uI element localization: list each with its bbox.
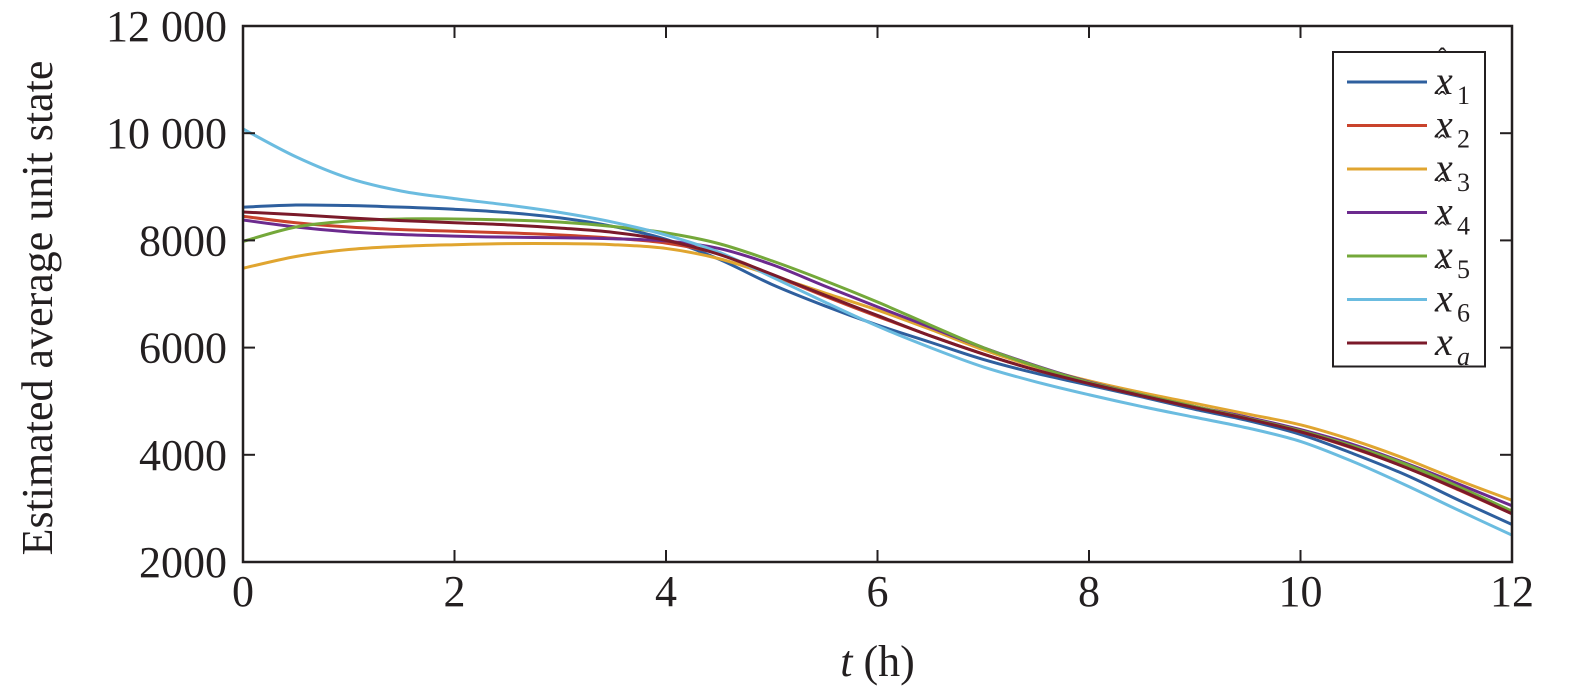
legend-hat: ˆ xyxy=(1438,87,1447,116)
series-layer xyxy=(243,127,1512,537)
y-tick-label: 2000 xyxy=(139,538,227,587)
legend-hat: ˆ xyxy=(1438,217,1447,246)
legend-subscript: 4 xyxy=(1457,212,1470,241)
legend-item-1: ˆx 1 xyxy=(1347,43,1470,110)
legend-hat: ˆ xyxy=(1438,130,1447,159)
series-line-3 xyxy=(243,241,1512,502)
x-tick-label: 12 xyxy=(1490,567,1534,616)
legend-item-4: ˆx 4 xyxy=(1347,174,1470,241)
series-line-1 xyxy=(243,203,1512,526)
legend-item-5: ˆx 5 xyxy=(1347,217,1470,284)
legend-subscript: 2 xyxy=(1457,125,1470,154)
legend-subscript: 5 xyxy=(1457,255,1470,284)
legend-hat: ˆ xyxy=(1438,174,1447,203)
legend-item-2: ˆx 2 xyxy=(1347,87,1470,154)
x-axis-variable: t xyxy=(840,637,854,686)
legend-subscript: 3 xyxy=(1457,168,1470,197)
legend-label: x xyxy=(1434,276,1453,321)
x-axis-unit: (h) xyxy=(852,637,914,686)
x-tick-label: 8 xyxy=(1078,567,1100,616)
y-tick-label: 12 000 xyxy=(106,2,227,51)
legend-label: x xyxy=(1434,102,1453,147)
series-line-4 xyxy=(243,218,1512,508)
x-tick-label: 10 xyxy=(1279,567,1323,616)
x-tick-label: 0 xyxy=(232,567,254,616)
series-line-2 xyxy=(243,214,1512,516)
legend-label: x xyxy=(1434,58,1453,103)
series-line-5 xyxy=(243,217,1512,513)
legend-item-3: ˆx 3 xyxy=(1347,130,1470,197)
legend-label: x xyxy=(1434,232,1453,277)
legend-item-6: ˆx 6 xyxy=(1347,261,1470,328)
legend-label: x xyxy=(1434,189,1453,234)
legend-subscript: 6 xyxy=(1457,299,1470,328)
legend-subscript: a xyxy=(1457,342,1470,371)
y-axis-label: Estimated average unit state xyxy=(13,61,62,556)
x-axis: 0 2 4 6 8 10 12 xyxy=(232,26,1534,616)
y-tick-label: 4000 xyxy=(139,431,227,480)
y-tick-label: 8000 xyxy=(139,216,227,265)
legend-hat: ˆ xyxy=(1438,261,1447,290)
plot-frame xyxy=(241,24,1514,564)
x-tick-label: 4 xyxy=(655,567,677,616)
legend-label: x xyxy=(1434,145,1453,190)
y-tick-label: 6000 xyxy=(139,324,227,373)
legend-label: x xyxy=(1434,319,1453,364)
legend: ˆx 1ˆx 2ˆx 3ˆx 4ˆx 5ˆx 6x a xyxy=(1332,43,1486,371)
x-tick-label: 2 xyxy=(444,567,466,616)
series-line-6 xyxy=(243,127,1512,537)
y-tick-label: 10 000 xyxy=(106,109,227,158)
legend-hat: ˆ xyxy=(1438,43,1447,72)
legend-box xyxy=(1332,51,1486,368)
x-axis-label: t (h) xyxy=(840,637,915,686)
legend-subscript: 1 xyxy=(1457,81,1470,110)
y-axis: 2000 4000 6000 8000 10 000 12 000 xyxy=(106,2,1512,587)
series-line-7 xyxy=(243,210,1512,516)
x-tick-label: 6 xyxy=(867,567,889,616)
